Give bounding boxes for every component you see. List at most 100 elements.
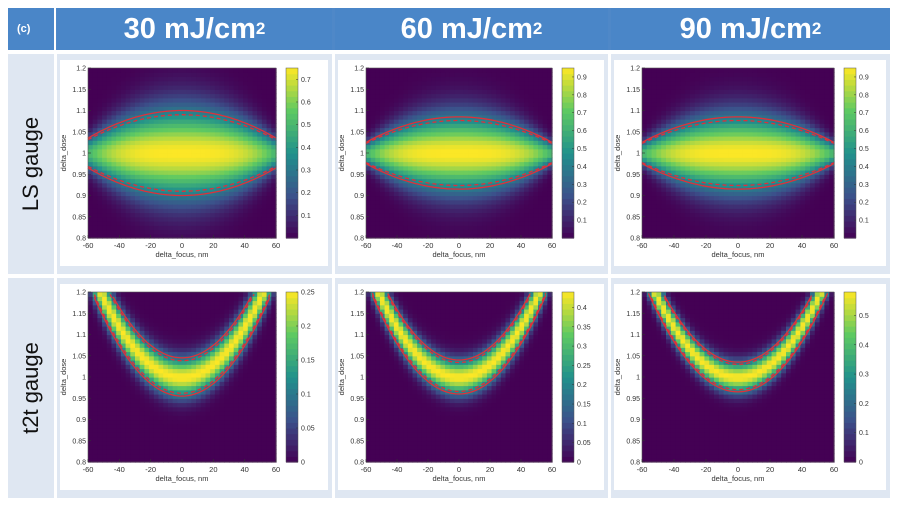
heatmap-cell (468, 161, 474, 167)
heatmap-cell (528, 144, 534, 150)
x-tick-label: -20 (423, 241, 434, 250)
colorbar-segment (562, 164, 574, 171)
heatmap-cell (656, 123, 662, 129)
heatmap-cell (814, 119, 821, 124)
heatmap-cell (519, 178, 525, 184)
heatmap-cell (766, 93, 773, 99)
heatmap-cell (790, 225, 797, 231)
column-header-60: 60 mJ/cm 2 (335, 8, 608, 50)
heatmap-cell (468, 153, 474, 158)
heatmap-cell (403, 148, 409, 154)
heatmap-cell (670, 178, 677, 184)
heatmap-cell (243, 140, 249, 146)
heatmap-cell (738, 199, 744, 205)
colorbar-tick-label: 0.9 (577, 74, 587, 81)
heatmap-cell (191, 85, 197, 90)
heatmap-cell (186, 89, 192, 95)
heatmap-cell (257, 195, 263, 201)
heatmap-cell (111, 208, 117, 214)
heatmap-cell (795, 225, 801, 231)
heatmap-cell (542, 187, 548, 192)
heatmap-cell (214, 76, 221, 82)
heatmap-cell (111, 106, 117, 112)
heatmap-cell (752, 191, 758, 197)
heatmap-cell (177, 102, 183, 107)
heatmap-cell (219, 174, 225, 180)
heatmap-cell (675, 102, 681, 107)
heatmap-cell (738, 136, 744, 141)
heatmap-cell (728, 229, 734, 235)
heatmap-cell (519, 97, 525, 103)
heatmap-cell (266, 85, 272, 90)
heatmap-cell (366, 187, 372, 192)
heatmap-cell (375, 212, 381, 218)
heatmap-cell (519, 225, 525, 231)
heatmap-cell (733, 153, 739, 158)
heatmap-cell (243, 72, 249, 78)
heatmap-cell (421, 216, 428, 222)
heatmap-cell (482, 221, 488, 226)
heatmap-cell (533, 97, 539, 103)
heatmap-cell (718, 68, 725, 73)
heatmap-cell (542, 148, 548, 154)
heatmap-cell (449, 97, 455, 103)
heatmap-cell (243, 204, 249, 209)
heatmap-cell (403, 170, 409, 175)
heatmap-cell (440, 131, 446, 137)
heatmap-cell (97, 76, 103, 82)
heatmap-cell (247, 110, 254, 116)
heatmap-cell (805, 89, 811, 95)
heatmap-cell (491, 80, 497, 86)
heatmap-cell (257, 93, 263, 99)
heatmap-cell (656, 153, 662, 158)
heatmap-cell (675, 93, 681, 99)
heatmap-cell (547, 72, 553, 78)
heatmap-cell (776, 123, 782, 129)
heatmap-cell (547, 93, 553, 99)
heatmap-cell (771, 140, 777, 146)
heatmap-cell (500, 229, 507, 235)
heatmap-cell (800, 178, 806, 184)
heatmap-cell (505, 212, 511, 218)
heatmap-cell (111, 85, 117, 90)
heatmap-cell (407, 216, 414, 222)
heatmap-cell (771, 187, 777, 192)
heatmap-cell (538, 114, 544, 120)
heatmap-cell (757, 89, 763, 95)
heatmap-cell (646, 191, 653, 197)
heatmap-cell (243, 131, 249, 137)
heatmap-cell (191, 191, 197, 197)
heatmap-cell (646, 80, 653, 86)
heatmap-cell (200, 225, 207, 231)
heatmap-cell (440, 80, 446, 86)
heatmap-cell (375, 178, 381, 184)
heatmap-cell (477, 131, 483, 137)
heatmap-cell (144, 148, 150, 154)
heatmap-cell (477, 182, 483, 188)
heatmap-cell (547, 123, 553, 129)
heatmap-cell (459, 140, 465, 146)
heatmap-cell (463, 131, 469, 137)
heatmap-cell (477, 106, 483, 112)
heatmap-cell (219, 233, 225, 239)
heatmap-cell (167, 208, 174, 214)
heatmap-cell (510, 80, 516, 86)
heatmap-cell (810, 136, 816, 141)
heatmap-cell (366, 221, 372, 226)
heatmap-cell (125, 212, 131, 218)
heatmap-cell (468, 229, 474, 235)
heatmap-cell (403, 225, 409, 231)
heatmap-cell (781, 136, 787, 141)
heatmap-cell (412, 68, 418, 73)
heatmap-cell (656, 229, 662, 235)
heatmap-cell (266, 229, 272, 235)
heatmap-cell (776, 148, 782, 154)
heatmap-cell (158, 212, 164, 218)
heatmap-cell (685, 119, 691, 124)
heatmap-cell (519, 136, 525, 141)
heatmap-cell (709, 204, 715, 209)
heatmap-cell (149, 199, 155, 205)
heatmap-cell (680, 212, 686, 218)
heatmap-cell (261, 191, 268, 197)
heatmap-cell (477, 119, 483, 124)
